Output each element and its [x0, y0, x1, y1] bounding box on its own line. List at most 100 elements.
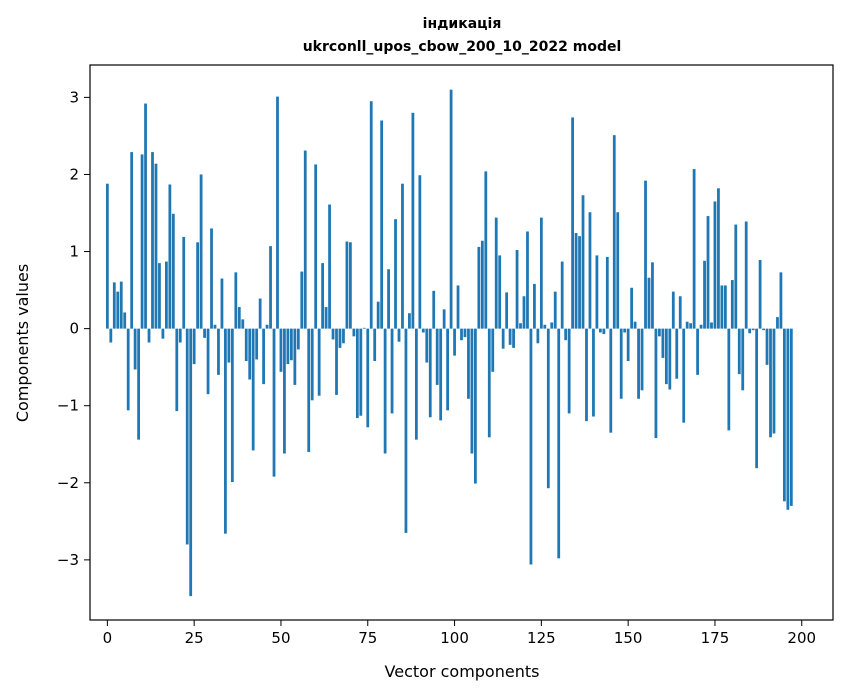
bar [595, 255, 599, 329]
bar [182, 236, 186, 329]
bar [234, 272, 238, 329]
bar [651, 262, 654, 329]
bar [553, 291, 557, 329]
bar [623, 328, 627, 333]
bar [598, 328, 602, 333]
bar [296, 328, 300, 350]
bar [144, 103, 147, 329]
plot-frame [89, 64, 834, 621]
bar [699, 324, 703, 329]
bar [192, 328, 196, 365]
bar [289, 328, 293, 361]
bar [647, 277, 651, 329]
x-tick-label: 200 [787, 629, 816, 647]
bar [522, 296, 526, 329]
bar [470, 328, 474, 454]
bar [654, 328, 658, 439]
x-tick-label: 75 [358, 629, 377, 647]
bar-series [105, 89, 793, 597]
bar [664, 328, 668, 385]
bar [109, 328, 113, 343]
bar [230, 328, 234, 483]
bar [533, 283, 536, 329]
bar [262, 328, 265, 385]
bar [710, 322, 713, 329]
bar [512, 328, 515, 348]
bar [748, 328, 752, 334]
bar [776, 317, 779, 329]
bar [585, 328, 588, 422]
bar [741, 328, 745, 391]
bar [196, 242, 200, 329]
bar [546, 328, 550, 489]
bar [328, 204, 331, 329]
bar [637, 328, 640, 399]
bar [227, 328, 231, 363]
bar [460, 328, 463, 341]
bar [408, 313, 411, 329]
bar [675, 328, 679, 379]
bar [119, 281, 123, 329]
bar [446, 328, 449, 411]
bar [435, 328, 439, 385]
bar [293, 328, 297, 385]
bar [133, 328, 137, 370]
bar [203, 328, 206, 338]
bar [449, 89, 453, 329]
bar [689, 323, 693, 329]
bar [321, 263, 325, 329]
bar [727, 328, 731, 431]
bar [751, 328, 755, 331]
x-tick-label: 50 [271, 629, 290, 647]
bar [671, 291, 675, 329]
bar [529, 328, 533, 565]
x-tick-label: 100 [440, 629, 469, 647]
bar [432, 290, 436, 329]
bar [359, 328, 363, 416]
bar [241, 319, 245, 329]
bar [442, 309, 446, 329]
bar [730, 280, 734, 329]
bar [765, 328, 769, 365]
bar [692, 169, 696, 329]
bar [619, 328, 623, 399]
bar [564, 328, 568, 341]
bar [526, 231, 529, 329]
bar [151, 152, 154, 329]
bar [612, 135, 616, 329]
bar [373, 328, 377, 362]
bar [220, 278, 224, 329]
bar [557, 328, 561, 559]
bar [168, 184, 172, 329]
bar [779, 272, 783, 329]
bar [720, 285, 724, 329]
bar [769, 328, 772, 438]
y-tick-label: 0 [69, 320, 79, 338]
bar [206, 328, 210, 395]
bar [175, 328, 179, 412]
bar [428, 328, 432, 418]
bar [383, 328, 387, 454]
bar [588, 212, 592, 329]
bar [713, 201, 717, 329]
bar [474, 328, 477, 484]
bar [310, 328, 314, 401]
bar [404, 328, 408, 533]
bar [286, 328, 290, 365]
bar [394, 219, 397, 329]
bar [494, 217, 498, 329]
bar [421, 328, 425, 333]
bar [501, 328, 505, 349]
bar [605, 256, 609, 329]
bar [734, 224, 738, 329]
bar [178, 328, 182, 343]
bar [505, 292, 509, 329]
bar [105, 183, 109, 329]
bar [269, 246, 272, 329]
bar [265, 324, 269, 329]
bar [706, 216, 710, 329]
bar [602, 328, 606, 335]
bar [317, 328, 321, 396]
bar [567, 328, 571, 414]
